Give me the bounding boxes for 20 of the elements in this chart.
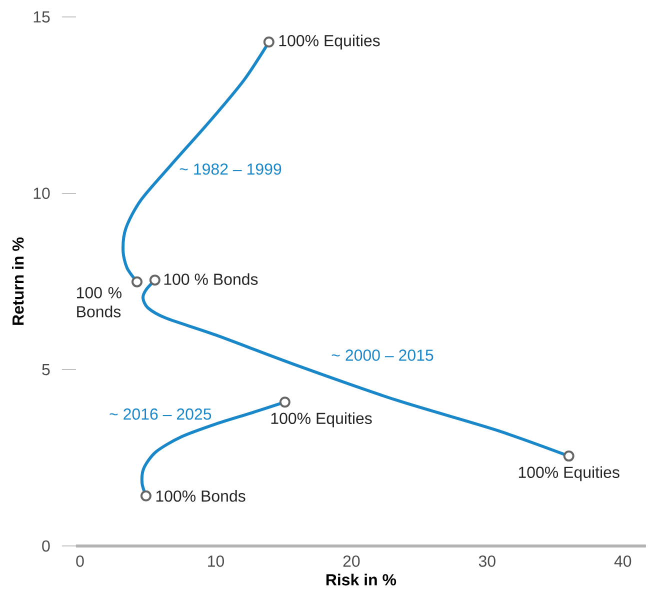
annotation: 100 % Bonds <box>77 287 122 318</box>
series-label: ~ 1982 – 1999 <box>180 163 282 175</box>
x-tick-label: 40 <box>614 556 632 567</box>
series-label: ~ 2000 – 2015 <box>332 350 434 361</box>
x-axis-title: Risk in % <box>326 574 396 586</box>
annotation: 100% Equities <box>279 34 380 50</box>
annotation: 100% Bonds <box>156 490 246 502</box>
y-tick-label: 0 <box>42 540 50 552</box>
y-tick-label: 10 <box>34 188 50 199</box>
y-axis-title: Return in % <box>12 237 24 325</box>
annotation: 100% Equities <box>518 466 620 482</box>
annotation: 100 % Bonds <box>164 273 258 285</box>
x-tick-label: 0 <box>76 556 84 567</box>
x-tick-label: 10 <box>208 556 224 567</box>
x-tick-label: 30 <box>478 556 496 567</box>
y-tick-label: 5 <box>42 364 50 376</box>
series-label: ~ 2016 – 2025 <box>110 408 212 420</box>
annotation: 100% Equities <box>271 412 372 428</box>
x-tick-label: 20 <box>343 556 360 567</box>
y-tick-label: 15 <box>34 11 50 23</box>
